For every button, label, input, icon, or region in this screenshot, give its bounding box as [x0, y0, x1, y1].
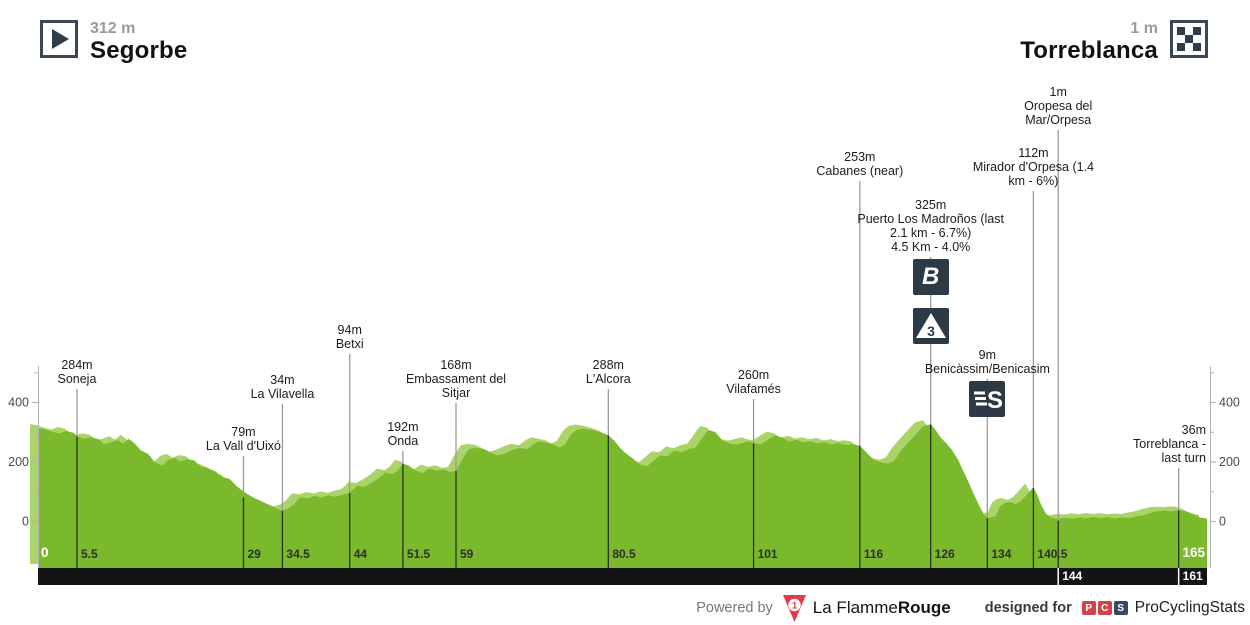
y-tick-label: 0: [22, 515, 29, 529]
y-tick-label: 400: [8, 396, 29, 410]
finish-flag-icon: [1170, 20, 1208, 58]
y-tick-label: 200: [1219, 455, 1240, 469]
y-tick-label: 200: [8, 455, 29, 469]
y-tick-label: 400: [1219, 396, 1240, 410]
finish-city: Torreblanca: [1020, 37, 1158, 64]
start-header: 312 m Segorbe: [40, 20, 199, 64]
powered-by-text: Powered by: [696, 600, 773, 616]
pcs-letter-c: C: [1097, 601, 1112, 615]
la-flamme-rouge-wordmark: La FlammeRouge: [812, 598, 951, 617]
finish-elevation: 1 m: [1130, 20, 1158, 37]
start-flag-icon: [40, 20, 78, 58]
procyclingstats-text: ProCyclingStats: [1134, 599, 1245, 616]
start-elevation: 312 m: [90, 20, 136, 37]
finish-header: 1 m Torreblanca: [1008, 20, 1208, 64]
pcs-letter-s: S: [1113, 601, 1128, 615]
pcs-letter-p: P: [1081, 601, 1096, 615]
km-bar: [38, 568, 1207, 585]
pcs-icon: P C S: [1081, 601, 1128, 615]
designed-for-text: designed for: [984, 600, 1072, 616]
play-triangle-icon: [52, 29, 69, 49]
footer: Powered by 1 La FlammeRouge designed for…: [696, 594, 1245, 622]
lfr-number: 1: [792, 600, 798, 611]
checkered-flag-icon: [1177, 27, 1201, 51]
elevation-profile-area: [38, 424, 1207, 568]
y-tick-label: 0: [1219, 515, 1226, 529]
start-city: Segorbe: [90, 37, 188, 64]
la-flamme-rouge-icon: 1: [782, 594, 806, 622]
